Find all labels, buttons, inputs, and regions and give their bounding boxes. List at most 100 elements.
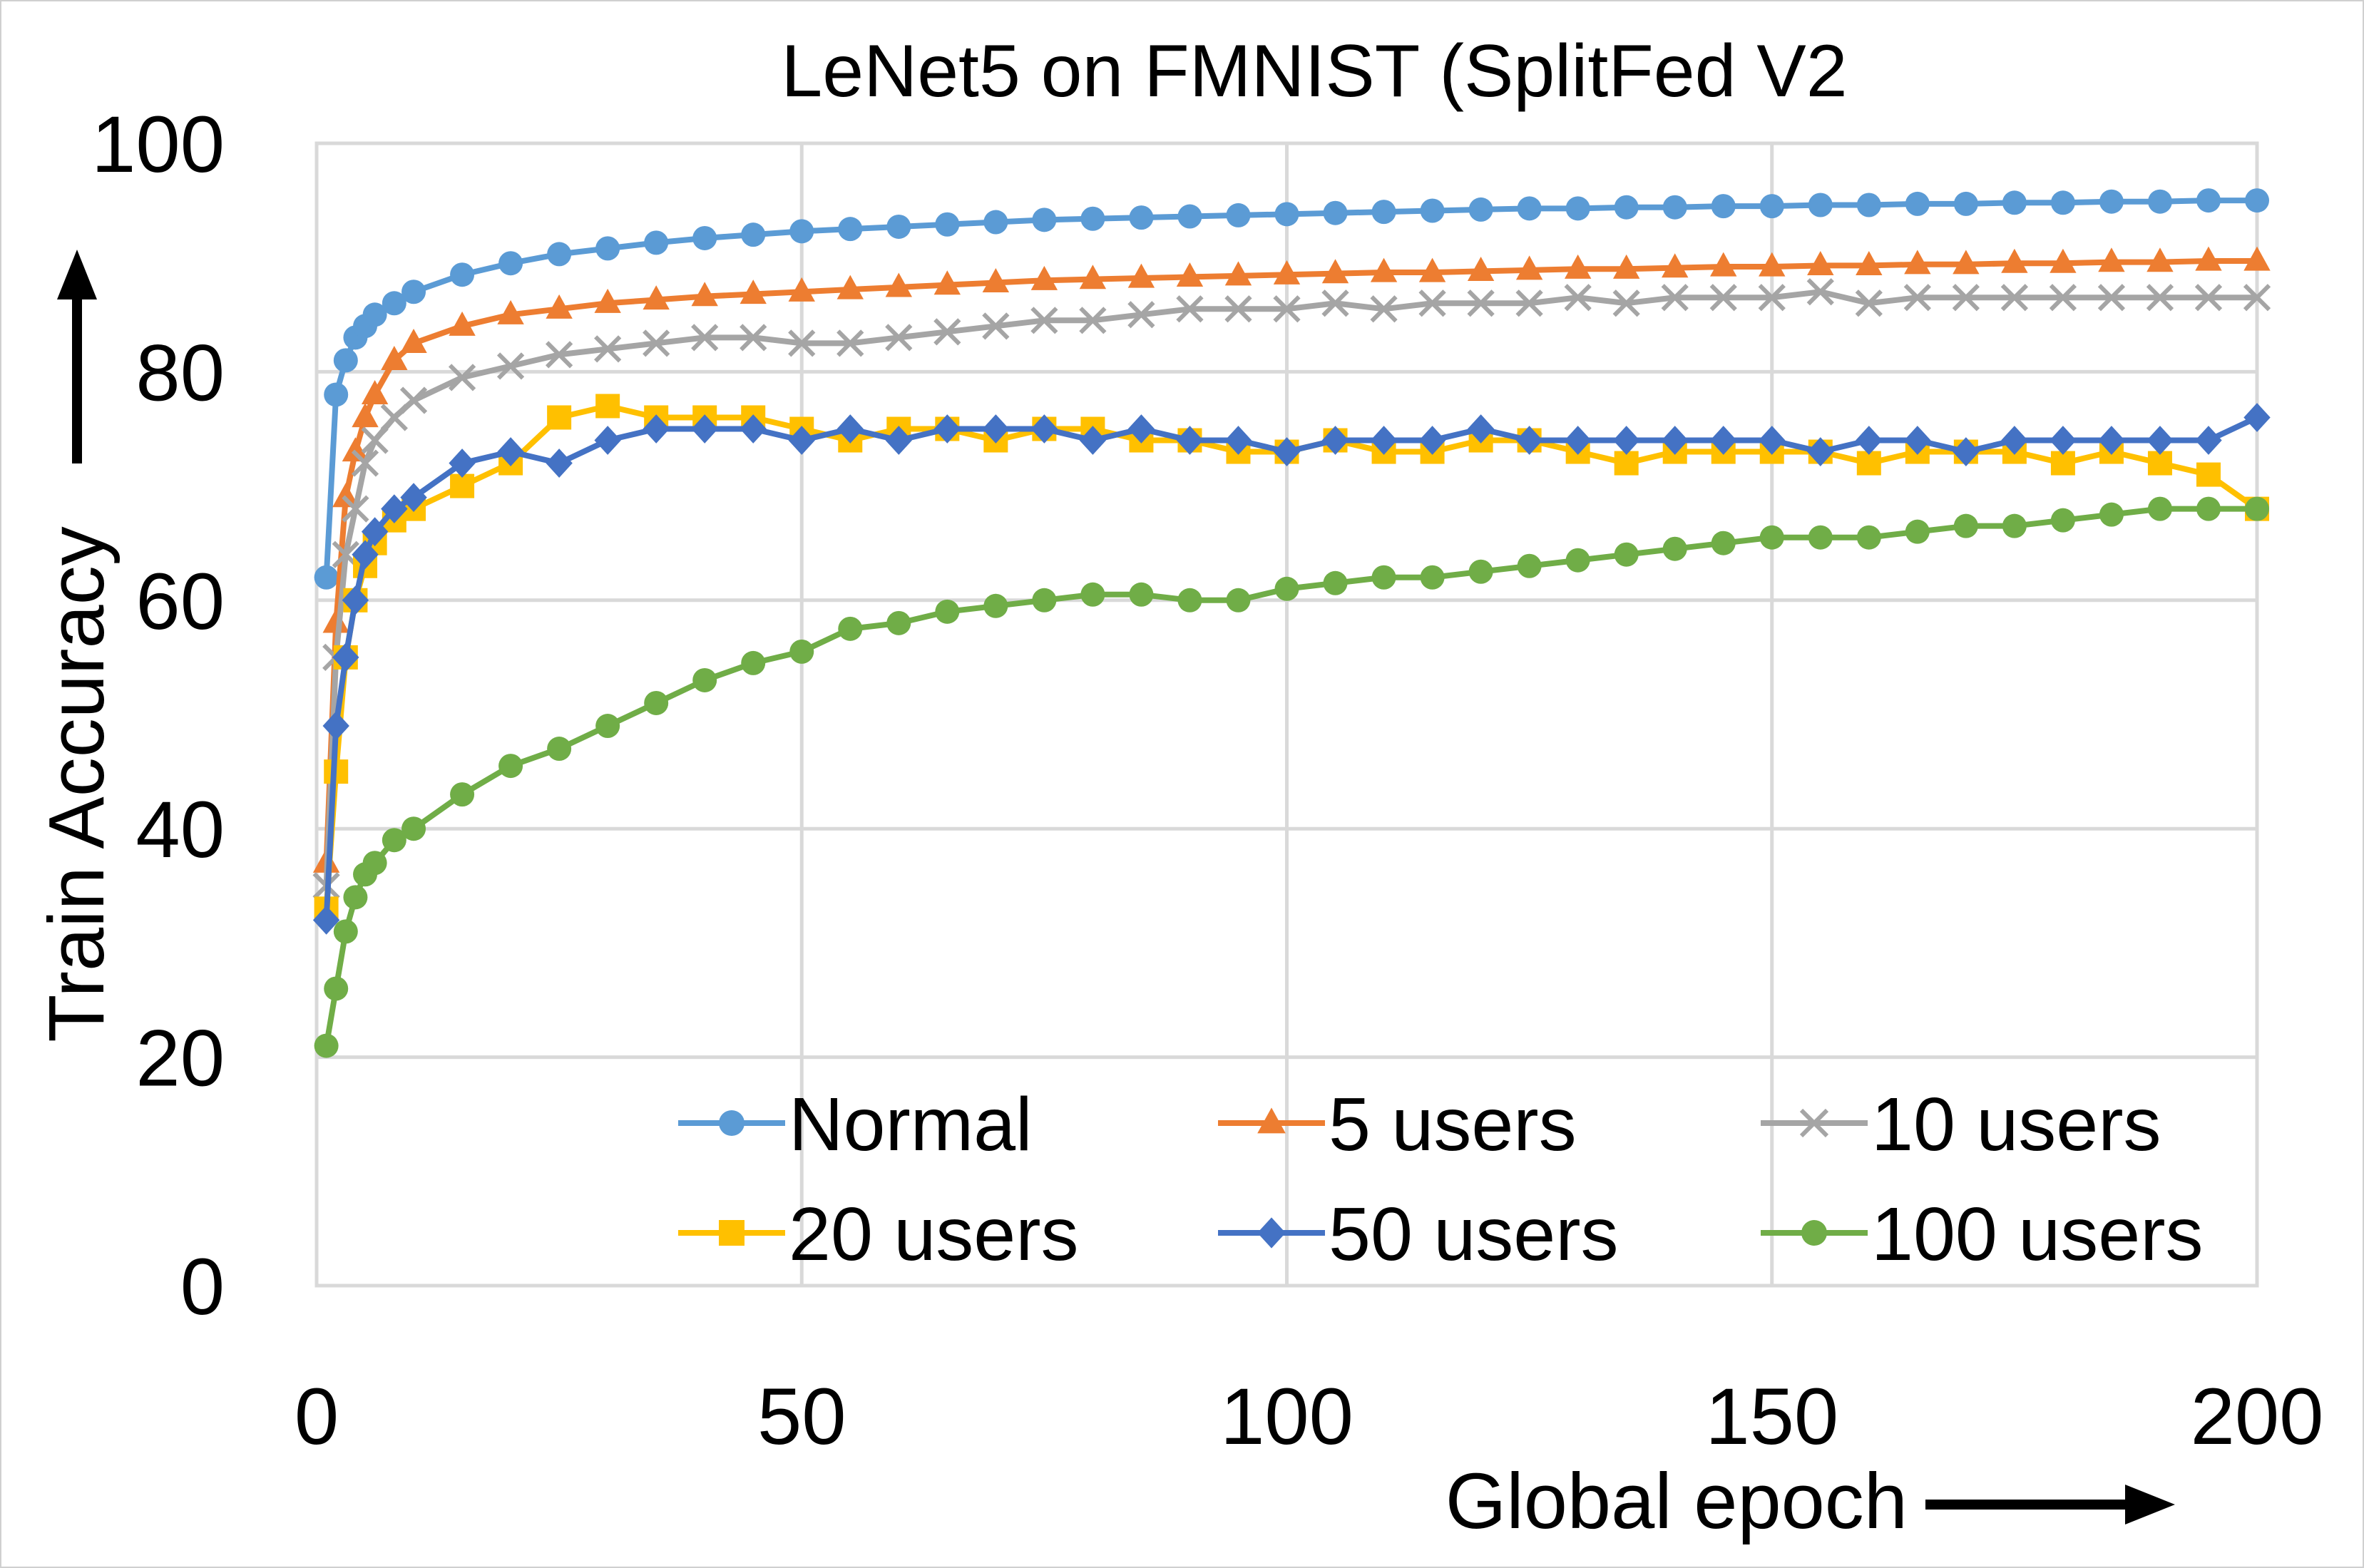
data-point xyxy=(2196,496,2221,521)
legend-item: Normal xyxy=(678,1082,1033,1167)
data-point xyxy=(400,483,427,513)
y-tick-label: 40 xyxy=(135,785,225,874)
data-point xyxy=(1904,426,1931,455)
series-line xyxy=(323,403,2259,909)
data-point xyxy=(1614,451,1639,476)
data-point xyxy=(643,285,670,310)
data-point xyxy=(546,341,573,369)
data-point xyxy=(1371,200,1396,225)
series-50-users xyxy=(312,403,2271,935)
data-point xyxy=(1079,265,1107,289)
data-point xyxy=(1176,262,1204,287)
data-point xyxy=(2243,284,2271,312)
x-tick-label: 150 xyxy=(1705,1372,1838,1461)
data-point xyxy=(740,280,767,304)
data-point xyxy=(2001,426,2028,455)
data-point xyxy=(1273,260,1301,285)
data-point xyxy=(546,294,573,319)
data-point xyxy=(594,426,621,455)
data-point xyxy=(1129,205,1154,230)
data-point xyxy=(643,414,670,444)
data-point xyxy=(2050,508,2075,533)
data-point xyxy=(1855,289,1883,317)
data-point xyxy=(1467,289,1495,317)
data-point xyxy=(333,348,358,373)
data-point xyxy=(1515,289,1543,317)
data-point xyxy=(1370,257,1398,282)
data-point xyxy=(836,414,864,444)
data-point xyxy=(692,667,717,692)
data-point xyxy=(1080,206,1105,231)
data-point xyxy=(1806,278,1834,306)
data-point xyxy=(450,473,475,498)
series-line xyxy=(323,289,2257,886)
data-point xyxy=(1517,196,1542,221)
series-group xyxy=(312,188,2271,1058)
data-point xyxy=(1226,203,1251,227)
data-point xyxy=(1711,194,1736,219)
data-point xyxy=(1564,254,1592,279)
data-point xyxy=(933,318,961,346)
data-point xyxy=(2098,247,2125,272)
data-point xyxy=(740,414,767,444)
legend-item: 10 users xyxy=(1761,1082,2161,1167)
data-point xyxy=(1321,259,1349,284)
data-point xyxy=(2243,246,2271,271)
data-point xyxy=(1807,251,1834,276)
data-point xyxy=(351,449,379,477)
data-point xyxy=(1614,195,1639,220)
data-point xyxy=(1323,200,1348,225)
data-point xyxy=(1371,565,1396,590)
data-point xyxy=(362,851,387,876)
data-point xyxy=(983,210,1008,235)
data-point xyxy=(1801,1220,1827,1246)
data-point xyxy=(1030,307,1058,334)
data-point xyxy=(1856,251,1883,276)
data-point xyxy=(496,352,525,380)
data-point xyxy=(1758,284,1786,312)
legend: Normal 5 users 10 users 20 users 50 users 100… xyxy=(678,1082,2204,1276)
data-point xyxy=(1905,519,1930,544)
data-point xyxy=(1257,1107,1286,1134)
data-point xyxy=(449,311,476,336)
data-point xyxy=(1321,289,1349,317)
data-point xyxy=(498,251,523,276)
data-point xyxy=(1612,426,1640,455)
data-point xyxy=(1321,426,1349,455)
data-point xyxy=(324,976,349,1001)
data-point xyxy=(1856,193,1881,217)
data-point xyxy=(1274,576,1299,601)
data-point xyxy=(595,236,620,261)
data-point xyxy=(448,364,476,391)
y-axis-label: Train Accuracy xyxy=(33,526,121,1042)
data-point xyxy=(1129,582,1154,607)
data-point xyxy=(644,690,669,715)
legend-label: 5 users xyxy=(1329,1082,1577,1167)
data-point xyxy=(1418,426,1446,455)
data-point xyxy=(740,324,767,352)
data-point xyxy=(1079,307,1107,334)
data-point xyxy=(1662,426,1689,455)
legend-label: Normal xyxy=(789,1082,1033,1167)
data-point xyxy=(1807,437,1834,466)
data-point xyxy=(1952,284,1980,312)
data-point xyxy=(1759,252,1786,277)
data-point xyxy=(1565,196,1590,221)
data-point xyxy=(935,212,960,237)
data-point xyxy=(1661,284,1689,312)
data-point xyxy=(362,302,387,327)
data-point xyxy=(1127,414,1155,444)
data-point xyxy=(838,616,863,641)
data-point xyxy=(1808,525,1833,550)
data-point xyxy=(1079,426,1107,455)
data-point xyxy=(2001,248,2028,273)
data-point xyxy=(1176,426,1204,455)
y-tick-label: 100 xyxy=(91,100,225,189)
data-point xyxy=(1273,437,1301,466)
data-point xyxy=(1515,426,1543,455)
legend-item: 20 users xyxy=(678,1192,1079,1276)
data-point xyxy=(2196,462,2221,487)
x-tick-label: 50 xyxy=(757,1372,846,1461)
data-point xyxy=(1662,195,1687,220)
